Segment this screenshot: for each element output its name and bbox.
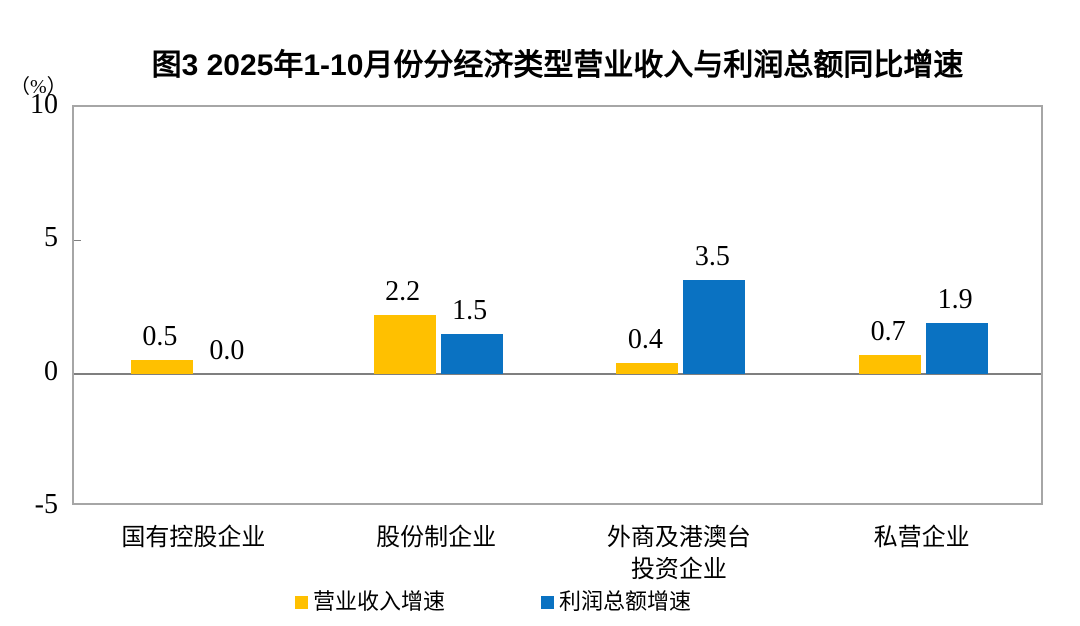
- bar-value-label: 3.5: [694, 241, 730, 273]
- bar-value-label: 1.5: [452, 294, 488, 326]
- x-category-label: 外商及港澳台 投资企业: [549, 522, 809, 586]
- bar-value-label: 0.7: [870, 316, 906, 347]
- x-category-label: 私营企业: [792, 522, 1052, 554]
- bar-利润总额增速-股份制企业: [440, 333, 503, 374]
- y-tick-mark: [74, 240, 81, 242]
- legend-item: 利润总额增速: [541, 590, 691, 614]
- bar-利润总额增速-私营企业: [926, 323, 989, 374]
- x-category-label: 国有控股企业: [63, 522, 323, 554]
- bar-营业收入增速-国有控股企业: [130, 360, 193, 374]
- bar-value-label: 2.2: [385, 276, 421, 307]
- legend-item: 营业收入增速: [295, 590, 445, 614]
- x-category-label-line: 投资企业: [630, 557, 727, 583]
- bar-value-label: 0.5: [142, 321, 178, 353]
- x-category-label-line: 外商及港澳台: [606, 525, 751, 551]
- bar-value-label: 1.9: [937, 284, 973, 315]
- bar-营业收入增速-股份制企业: [373, 315, 436, 374]
- bar-利润总额增速-外商及港澳台投资企业: [683, 280, 746, 374]
- legend-swatch-icon: [295, 595, 308, 609]
- chart-title: 图3 2025年1-10月份分经济类型营业收入与利润总额同比增速: [151, 49, 964, 82]
- bar-营业收入增速-外商及港澳台投资企业: [616, 363, 679, 374]
- bar-value-label: 0.4: [627, 324, 663, 355]
- y-tick-label: 0: [44, 355, 58, 387]
- y-tick-label: 5: [44, 222, 58, 254]
- legend-label: 营业收入增速: [313, 589, 446, 614]
- y-axis-unit-label: （%）: [10, 76, 67, 98]
- plot-area: [72, 105, 1043, 505]
- legend-swatch-icon: [541, 595, 555, 609]
- zero-axis-line: [74, 372, 1041, 375]
- x-category-label-line: 私营企业: [873, 525, 970, 551]
- legend-label: 利润总额增速: [559, 589, 692, 614]
- x-category-label: 股份制企业: [306, 522, 566, 554]
- y-tick-label: -5: [34, 489, 58, 520]
- y-tick-label: 10: [30, 89, 58, 120]
- bar-营业收入增速-私营企业: [859, 355, 922, 374]
- bar-value-label: 0.0: [209, 334, 245, 366]
- x-category-label-line: 国有控股企业: [121, 525, 266, 551]
- x-category-label-line: 股份制企业: [376, 525, 497, 551]
- legend: 营业收入增速 利润总额增速: [295, 590, 691, 614]
